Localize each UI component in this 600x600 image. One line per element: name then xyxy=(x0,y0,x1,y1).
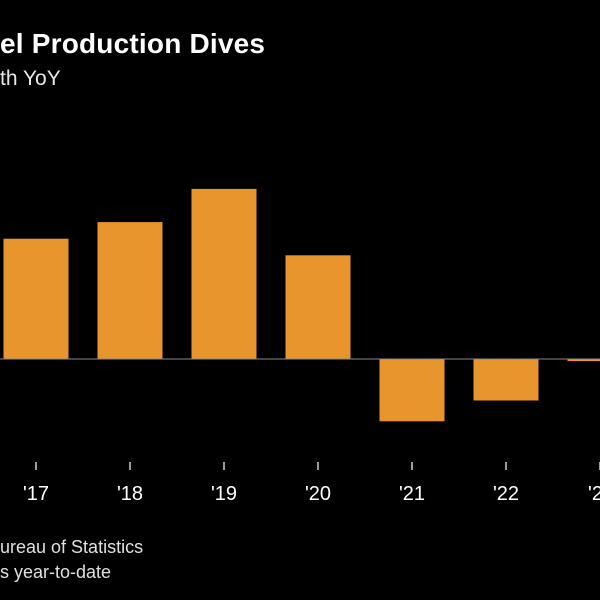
bar-20 xyxy=(285,255,351,360)
x-tick-label: '17 xyxy=(23,483,49,505)
x-tick-label: '22 xyxy=(493,483,519,505)
x-tick-label: '20 xyxy=(305,483,331,505)
chart-subtitle: th YoY xyxy=(0,67,61,90)
bar-17 xyxy=(3,238,69,359)
source-note: ureau of Statistics xyxy=(0,537,144,557)
bar-23 xyxy=(567,359,600,362)
footnote: s year-to-date xyxy=(0,562,112,582)
bar-22 xyxy=(473,359,539,401)
chart-title: el Production Dives xyxy=(0,28,266,59)
x-tick-label: '21 xyxy=(399,483,425,505)
x-tick-label: '19 xyxy=(211,483,237,505)
bar-21 xyxy=(379,359,445,422)
x-tick-label: '18 xyxy=(117,483,143,505)
bar-19 xyxy=(191,188,257,359)
x-tick-label: '2 xyxy=(588,483,600,505)
bar-18 xyxy=(97,222,163,359)
